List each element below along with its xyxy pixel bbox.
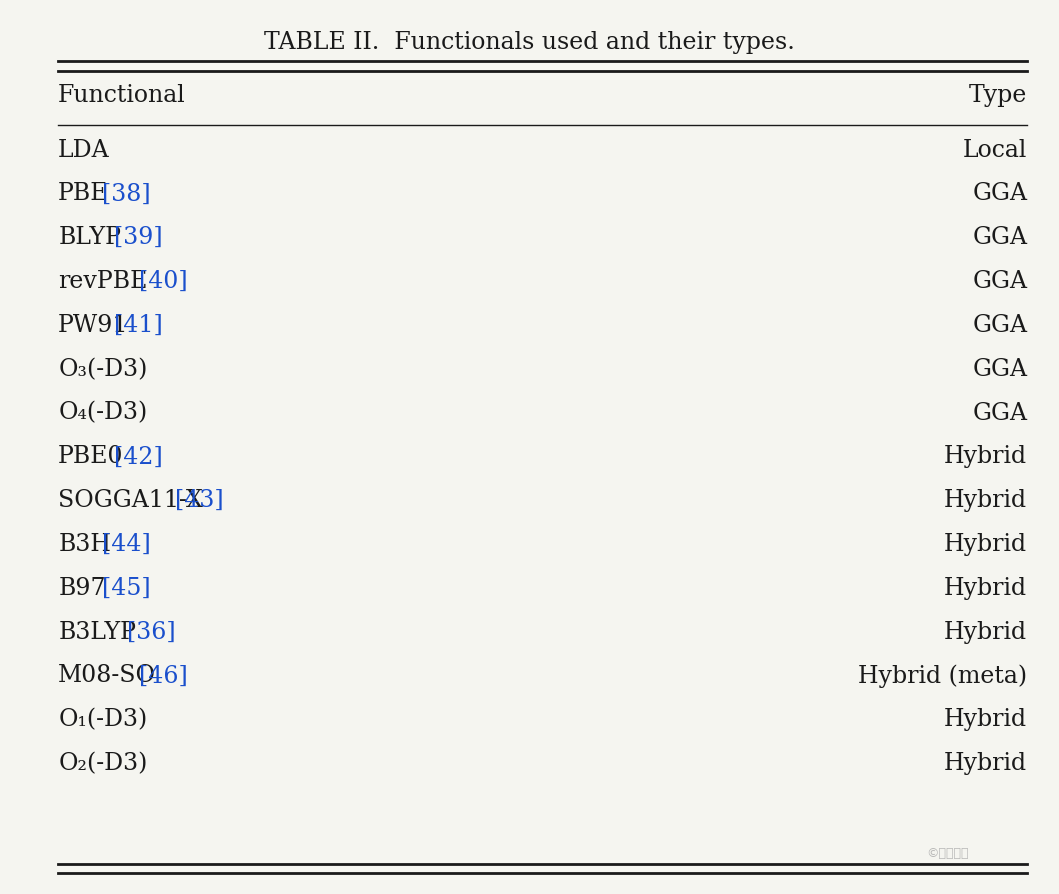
- Text: GGA: GGA: [972, 226, 1027, 249]
- Text: GGA: GGA: [972, 270, 1027, 293]
- Text: Functional: Functional: [58, 84, 186, 107]
- Text: SOGGA11-X: SOGGA11-X: [58, 489, 203, 512]
- Text: Local: Local: [963, 139, 1027, 162]
- Text: revPBE: revPBE: [58, 270, 147, 293]
- Text: B97: B97: [58, 577, 106, 600]
- Text: O₃(-D3): O₃(-D3): [58, 358, 147, 381]
- Text: TABLE II.  Functionals used and their types.: TABLE II. Functionals used and their typ…: [264, 31, 795, 55]
- Text: PBE: PBE: [58, 182, 109, 206]
- Text: [41]: [41]: [114, 314, 163, 337]
- Text: Hybrid: Hybrid: [945, 577, 1027, 600]
- Text: Hybrid: Hybrid: [945, 752, 1027, 775]
- Text: [46]: [46]: [139, 664, 187, 687]
- Text: [39]: [39]: [114, 226, 163, 249]
- Text: Hybrid: Hybrid: [945, 445, 1027, 468]
- Text: [45]: [45]: [102, 577, 150, 600]
- Text: [38]: [38]: [102, 182, 150, 206]
- Text: B3LYP: B3LYP: [58, 620, 137, 644]
- Text: [36]: [36]: [127, 620, 175, 644]
- Text: B3H: B3H: [58, 533, 111, 556]
- Text: PW91: PW91: [58, 314, 129, 337]
- Text: Hybrid: Hybrid: [945, 533, 1027, 556]
- Text: GGA: GGA: [972, 182, 1027, 206]
- Text: [44]: [44]: [102, 533, 151, 556]
- Text: ©泰科科技: ©泰科科技: [927, 848, 969, 860]
- Text: O₄(-D3): O₄(-D3): [58, 401, 147, 425]
- Text: LDA: LDA: [58, 139, 110, 162]
- Text: O₁(-D3): O₁(-D3): [58, 708, 147, 731]
- Text: PBE0: PBE0: [58, 445, 124, 468]
- Text: M08-SO: M08-SO: [58, 664, 157, 687]
- Text: [42]: [42]: [114, 445, 163, 468]
- Text: O₂(-D3): O₂(-D3): [58, 752, 147, 775]
- Text: Hybrid: Hybrid: [945, 708, 1027, 731]
- Text: Hybrid (meta): Hybrid (meta): [858, 664, 1027, 687]
- Text: GGA: GGA: [972, 358, 1027, 381]
- Text: [40]: [40]: [139, 270, 187, 293]
- Text: Hybrid: Hybrid: [945, 620, 1027, 644]
- Text: BLYP: BLYP: [58, 226, 121, 249]
- Text: Hybrid: Hybrid: [945, 489, 1027, 512]
- Text: Type: Type: [969, 84, 1027, 107]
- Text: GGA: GGA: [972, 314, 1027, 337]
- Text: GGA: GGA: [972, 401, 1027, 425]
- Text: [43]: [43]: [176, 489, 223, 512]
